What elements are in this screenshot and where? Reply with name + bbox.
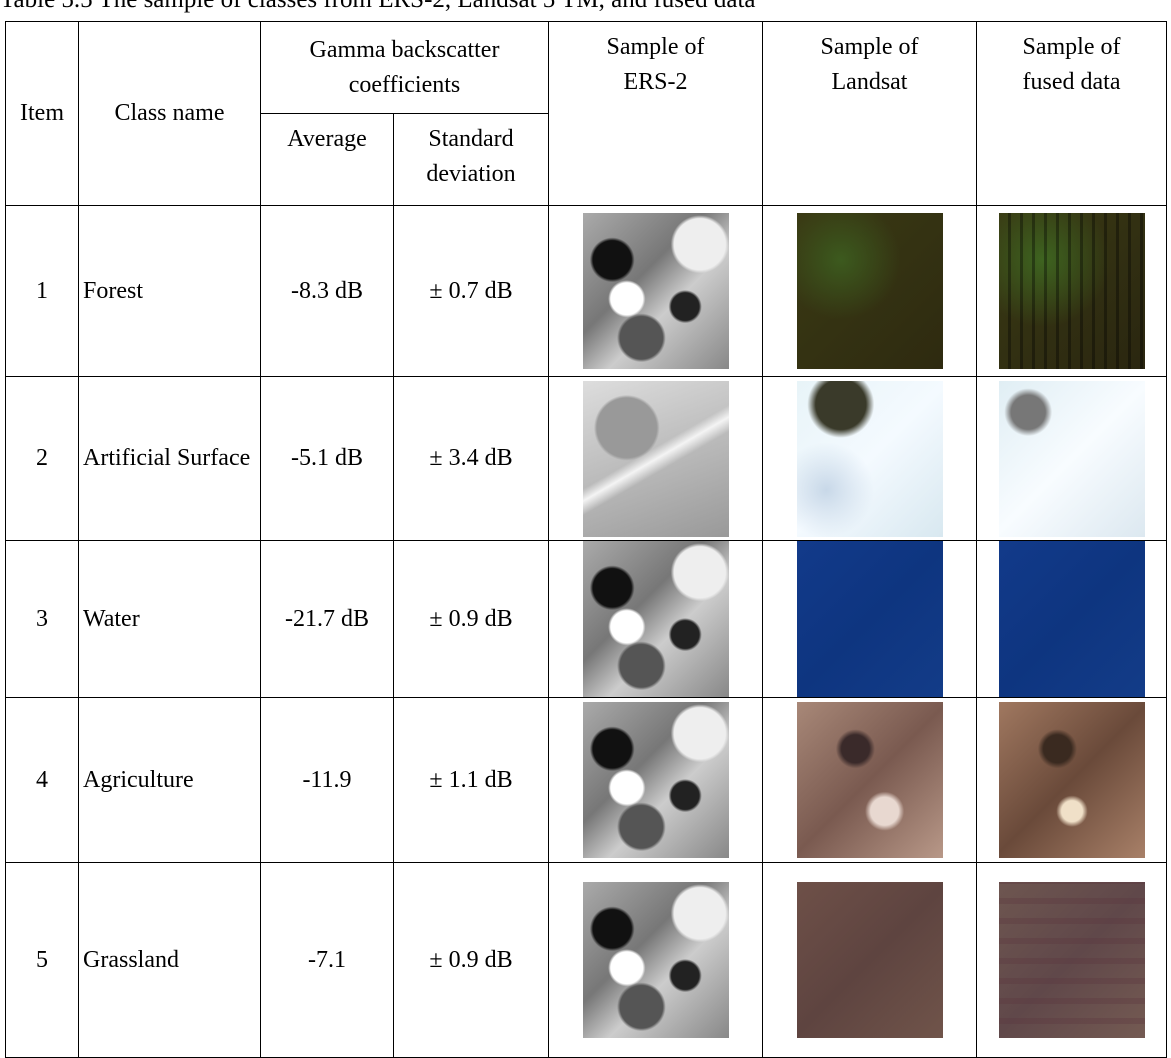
sample-image: [999, 541, 1145, 697]
image-cell: [763, 698, 977, 863]
image-cell: [763, 541, 977, 698]
image-cell: [549, 541, 763, 698]
header-text: Sample of Landsat: [800, 30, 940, 100]
table-cell: -8.3 dB: [261, 206, 394, 377]
image-cell: [763, 863, 977, 1058]
image-cell: [977, 206, 1167, 377]
sample-image: [999, 213, 1145, 369]
table-cell: Grassland: [79, 863, 261, 1058]
header-cell: Sample of ERS-2: [549, 22, 763, 206]
table-cell: 1: [6, 206, 79, 377]
header-text: Sample of ERS-2: [586, 30, 726, 100]
sample-image: [999, 381, 1145, 537]
sample-image: [797, 541, 943, 697]
header-text: Gamma backscatter coefficients: [290, 33, 520, 103]
sample-image: [797, 882, 943, 1038]
image-cell: [977, 377, 1167, 541]
table-cell: -7.1: [261, 863, 394, 1058]
sample-image: [583, 381, 729, 537]
header-cell: Sample of Landsat: [763, 22, 977, 206]
image-cell: [549, 206, 763, 377]
table-cell: Forest: [79, 206, 261, 377]
table: Item Class name Gamma backscatter coeffi…: [5, 21, 1167, 1058]
table-cell: ± 3.4 dB: [394, 377, 549, 541]
image-cell: [549, 863, 763, 1058]
sample-image: [583, 882, 729, 1038]
sample-image: [999, 702, 1145, 858]
sample-image: [583, 702, 729, 858]
sample-image: [797, 381, 943, 537]
header-cell: Average: [261, 114, 394, 206]
page: Table 5.5 The sample of classes from ERS…: [0, 0, 1171, 1057]
sample-image: [583, 213, 729, 369]
table-cell: Agriculture: [79, 698, 261, 863]
header-cell: Gamma backscatter coefficients: [261, 22, 549, 114]
table-cell: -21.7 dB: [261, 541, 394, 698]
sample-image: [583, 541, 729, 697]
sample-image: [797, 702, 943, 858]
header-cell: Standard deviation: [394, 114, 549, 206]
image-cell: [549, 698, 763, 863]
header-text: Sample of fused data: [1002, 30, 1142, 100]
image-cell: [549, 377, 763, 541]
table-cell: ± 0.7 dB: [394, 206, 549, 377]
table-cell: 4: [6, 698, 79, 863]
sample-image: [797, 213, 943, 369]
header-text: Standard deviation: [411, 122, 531, 192]
caption: Table 5.5 The sample of classes from ERS…: [0, 0, 755, 14]
sample-image: [999, 882, 1145, 1038]
image-cell: [977, 863, 1167, 1058]
table-cell: -5.1 dB: [261, 377, 394, 541]
table-cell: 3: [6, 541, 79, 698]
table-cell: ± 1.1 dB: [394, 698, 549, 863]
table-cell: ± 0.9 dB: [394, 541, 549, 698]
image-cell: [977, 541, 1167, 698]
header-cell: Sample of fused data: [977, 22, 1167, 206]
table-cell: 2: [6, 377, 79, 541]
image-cell: [977, 698, 1167, 863]
table-cell: 5: [6, 863, 79, 1058]
image-cell: [763, 377, 977, 541]
table-cell: -11.9: [261, 698, 394, 863]
table-cell: Water: [79, 541, 261, 698]
table-cell: ± 0.9 dB: [394, 863, 549, 1058]
header-cell: Item: [6, 22, 79, 206]
header-cell: Class name: [79, 22, 261, 206]
image-cell: [763, 206, 977, 377]
table-cell: Artificial Surface: [79, 377, 261, 541]
